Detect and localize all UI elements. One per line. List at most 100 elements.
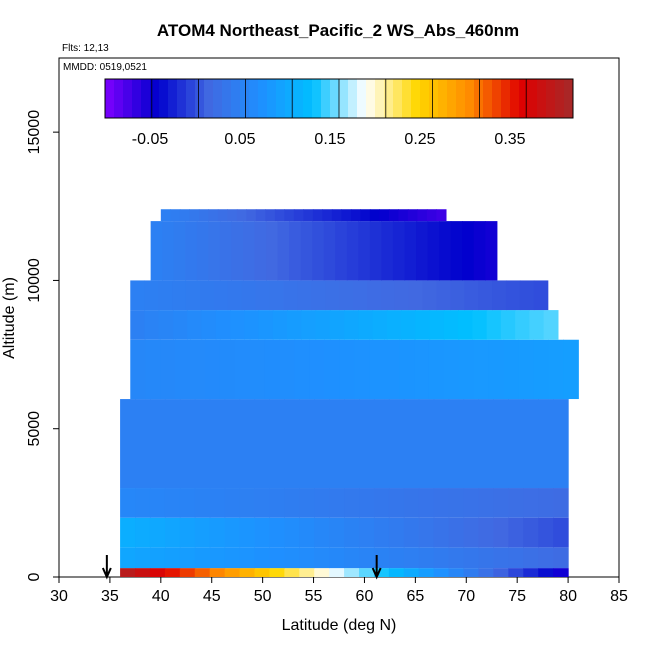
heatmap-cell — [463, 517, 480, 548]
heatmap-cell — [433, 399, 450, 489]
heatmap-cell — [300, 221, 313, 281]
colorbar-swatch — [528, 79, 538, 118]
heatmap-cell — [194, 568, 211, 577]
heatmap-cell — [543, 310, 559, 340]
heatmap-cell — [344, 310, 359, 340]
heatmap-cell — [224, 517, 241, 548]
heatmap-cell — [388, 399, 405, 489]
heatmap-cell — [242, 221, 256, 281]
heatmap-cell — [120, 517, 136, 548]
heatmap-cell — [429, 310, 445, 340]
heatmap-cell — [443, 339, 460, 400]
colorbar-swatch — [402, 79, 412, 118]
heatmap-cell — [508, 568, 524, 577]
colorbar-swatch — [105, 79, 115, 118]
heatmap-cell — [160, 339, 176, 400]
heatmap-cell — [269, 547, 285, 569]
heatmap-cell — [158, 280, 173, 311]
heatmap-cell — [322, 209, 333, 222]
heatmap-cell — [538, 517, 554, 548]
y-axis-title: Altitude (m) — [1, 277, 18, 359]
heatmap-cell — [523, 547, 539, 569]
y-axis: 0 5000 10000 15000 — [26, 110, 59, 581]
heatmap-cell — [418, 399, 435, 489]
heatmap-cell — [388, 488, 405, 518]
flights-note: Flts: 12,13 — [62, 43, 109, 54]
heatmap-cell — [283, 280, 298, 311]
colorbar-swatch — [348, 79, 358, 118]
x-tick-label: 70 — [457, 588, 475, 605]
heatmap-cell — [254, 399, 271, 489]
x-tick-label: 55 — [305, 588, 323, 605]
heatmap-cell — [254, 488, 271, 518]
heatmap-cell — [508, 399, 524, 489]
colorbar-swatch — [546, 79, 556, 118]
heatmap-cell — [329, 547, 345, 569]
heatmap-cell — [478, 280, 493, 311]
colorbar-labels: -0.05 0.05 0.15 0.25 0.35 — [132, 131, 526, 148]
heatmap-cell — [503, 339, 520, 400]
heatmap-cell — [339, 339, 355, 400]
heatmap-cell — [234, 339, 251, 400]
heatmap-cell — [369, 339, 385, 400]
heatmap-cell — [241, 280, 257, 311]
colorbar-swatch — [375, 79, 385, 118]
heatmap-cell — [354, 339, 370, 400]
colorbar-swatch — [132, 79, 142, 118]
heatmap-cell — [150, 221, 163, 281]
y-tick-label: 5000 — [26, 411, 43, 447]
colorbar-swatch — [447, 79, 457, 118]
heatmap-cell — [160, 209, 171, 222]
heatmap-cell — [189, 209, 200, 222]
heatmap-cell — [217, 209, 228, 222]
heatmap-cell — [219, 339, 236, 400]
heatmap-cell — [120, 488, 136, 518]
heatmap-cell — [553, 547, 569, 569]
heatmap-cell — [418, 568, 435, 577]
heatmap-cell — [366, 280, 382, 311]
heatmap-cell — [209, 547, 226, 569]
heatmap-cell — [299, 547, 315, 569]
heatmap-cell — [478, 517, 495, 548]
heatmap-cell — [464, 280, 479, 311]
colorbar-swatch — [258, 79, 268, 118]
heatmap-cell — [179, 399, 196, 489]
heatmap-cell — [255, 209, 266, 222]
heatmap-cell — [130, 310, 146, 340]
colorbar-swatch — [474, 79, 484, 118]
colorbar-swatch — [231, 79, 241, 118]
x-tick-label: 85 — [610, 588, 628, 605]
heatmap-cell — [244, 310, 260, 340]
heatmap-cell — [427, 221, 440, 281]
heatmap-cell — [553, 568, 569, 577]
heatmap-cell — [173, 221, 186, 281]
heatmap-cell — [450, 221, 463, 281]
heatmap-cell — [224, 568, 241, 577]
heatmap-cell — [450, 280, 465, 311]
heatmap-cell — [208, 209, 219, 222]
heatmap-cell — [284, 209, 295, 222]
heatmap-cell — [408, 280, 424, 311]
heatmap-cell — [314, 568, 330, 577]
heatmap-cell — [289, 221, 302, 281]
heatmap-cell — [130, 280, 145, 311]
heatmap-cell — [439, 221, 452, 281]
heatmap-cell — [329, 568, 345, 577]
heatmap-cell — [303, 209, 314, 222]
heatmap-cell — [443, 310, 459, 340]
heatmap-cell — [458, 310, 473, 340]
colorbar — [104, 78, 574, 119]
heatmap-cell — [314, 488, 330, 518]
heatmap-cell — [488, 339, 505, 400]
heatmap-cell — [373, 547, 390, 569]
heatmap-cell — [358, 310, 374, 340]
heatmap-cell — [265, 209, 276, 222]
heatmap-cell — [284, 488, 300, 518]
heatmap-cell — [373, 568, 390, 577]
colorbar-swatch — [204, 79, 214, 118]
heatmap-cell — [384, 339, 400, 400]
heatmap-cell — [158, 310, 174, 340]
colorbar-swatch — [438, 79, 448, 118]
x-tick-label: 80 — [559, 588, 577, 605]
x-tick-label: 50 — [254, 588, 272, 605]
